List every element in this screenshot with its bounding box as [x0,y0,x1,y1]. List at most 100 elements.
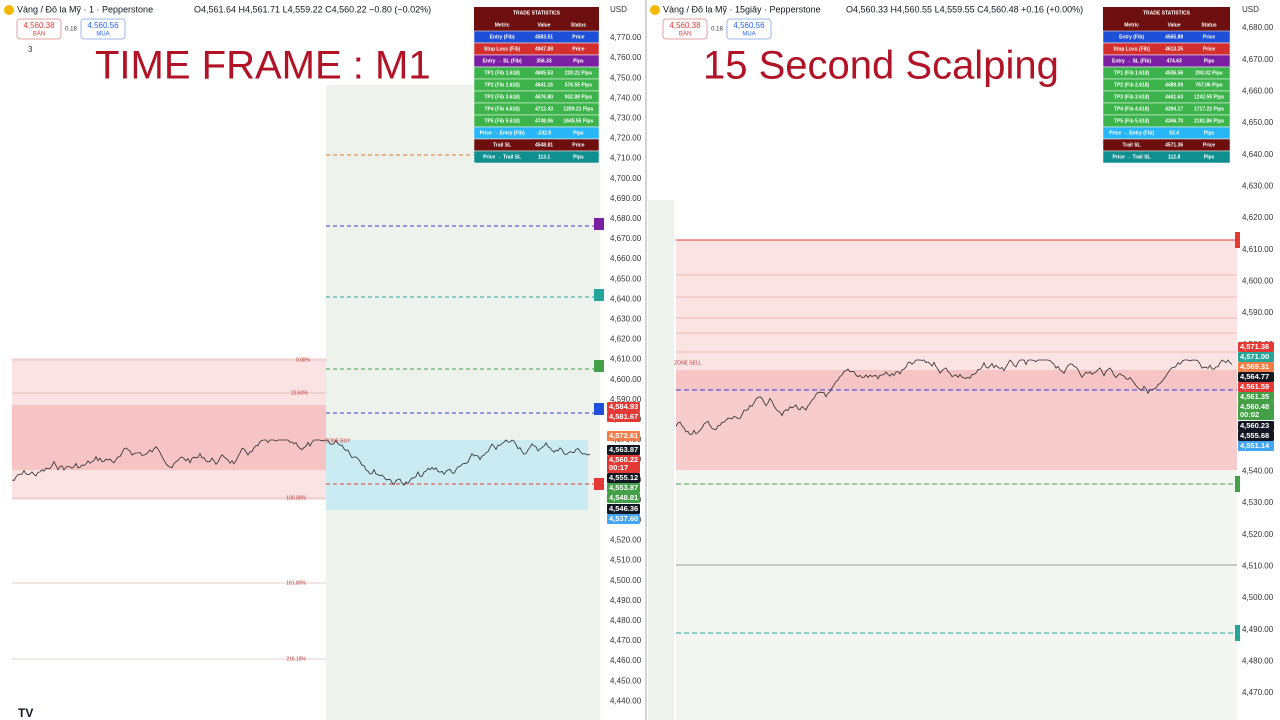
symbol-icon [4,5,14,15]
buy-zone [326,440,588,510]
price-axis-label: 4,510.00 [1242,561,1274,570]
ask-box[interactable] [80,18,126,40]
price-tag-bg [1238,362,1274,372]
price-tag-bg [607,412,640,422]
stats-cell: Trail SL [1123,142,1141,148]
stats-cell: TP2 (Fib 2.618) [484,82,520,88]
sell-zone-core [12,405,326,470]
tv-logo: TV [18,706,33,720]
countdown: 00:17 [609,463,628,472]
price-axis-label: 4,640.00 [1242,150,1274,159]
stats-cell: 4613.35 [1165,46,1183,52]
price-tag: 4,571.36 [1240,342,1269,351]
stats-cell: Price [1203,34,1215,40]
price-axis-label: 4,650.00 [610,274,642,283]
price-tag: 4,584.93 [609,402,638,411]
stats-cell: 113.1 [538,154,550,160]
stats-cell: Price → Trail SL [1113,154,1151,160]
price-axis-label: 4,520.00 [610,536,642,545]
stats-cell: 474.63 [1166,58,1182,64]
price-axis-label: 4,480.00 [610,616,642,625]
price-axis-label: 4,750.00 [610,73,642,82]
chart-label: 161.80% [286,580,306,586]
stats-cell: 112.8 [1168,154,1180,160]
price-axis-label: 4,440.00 [610,696,642,705]
price-tag-bg [607,493,640,503]
price-axis-label: 4,740.00 [610,93,642,102]
price-tag-bg [607,473,640,483]
ohlc: O4,560.33 H4,560.55 L4,559.55 C4,560.48 … [846,4,1083,14]
price-tag: 4,560.22 [609,455,638,464]
stats-cell: Pips [573,154,584,160]
spread: 0.18 [65,27,77,33]
price-axis-label: 4,500.00 [610,576,642,585]
stats-title: TRADE STATISTICS [1143,10,1191,16]
stats-cell: Price → Entry (Fib) [1109,130,1154,136]
price-axis-label: 4,590.00 [610,395,642,404]
price-axis-label: 4,490.00 [610,596,642,605]
chart-label: 216.18% [286,656,306,662]
stats-cell: 4536.56 [1165,70,1183,76]
price-tag-bg [1238,352,1274,362]
stats-cell: -242.9 [537,130,551,136]
price-axis-label: 4,660.00 [610,254,642,263]
stats-cell: 4676.80 [535,94,553,100]
price-tag: 4,551.14 [1240,441,1270,450]
bid-box[interactable] [16,18,62,40]
overlay-title: 15 Second Scalping [703,44,1059,88]
symbol-name: Vàng / Đô la Mỹ · 15giây · Pepperstone [663,4,821,14]
ask-box[interactable] [726,18,772,40]
price-axis-label: 4,680.00 [610,214,642,223]
price-tag: 4,572.61 [609,431,638,440]
stats-cell: TP1 (Fib 1.618) [1114,70,1150,76]
price-axis-label: 4,620.00 [610,335,642,344]
stats-title-bg [474,7,599,19]
price-axis-label: 4,510.00 [610,556,642,565]
level-flag [1235,625,1240,641]
stats-cell: 52.4 [1169,130,1179,136]
price-axis-label: 4,620.00 [1242,213,1274,222]
price-tag-bg [607,445,640,455]
stats-cell: 4565.89 [1165,34,1183,40]
ask-price: 4,560.56 [87,21,119,30]
stats-cell: TP4 (Fib 4.618) [1114,106,1150,112]
stats-cell: TP2 (Fib 2.618) [1114,82,1150,88]
price-tag-bg [1238,421,1274,431]
price-tag-bg [607,431,640,441]
price-tag-bg [1238,441,1274,451]
stats-cell: TP4 (Fib 4.618) [484,106,520,112]
stats-cell: TP3 (Fib 3.618) [484,94,520,100]
price-axis-label: 4,470.00 [610,636,642,645]
price-tag-bg [1238,392,1274,402]
stats-cell: 4571.36 [1165,142,1183,148]
stats-cell: 1717.22 Pips [1194,106,1224,112]
stats-cell: Entry → SL (Fib) [483,58,522,64]
countdown: 00:02 [1240,410,1259,419]
currency: USD [1242,5,1259,14]
stats-cell: Pips [1204,58,1215,64]
level-flag [1235,476,1240,492]
stats-cell: 4583.51 [535,34,553,40]
stats-cell: Entry → SL (Fib) [1112,58,1151,64]
stats-header: Value [1168,22,1181,28]
panel-divider [645,0,647,720]
sell-zone [676,240,1237,390]
stats-cell: 220.21 Pips [565,70,592,76]
stats-cell: Price [572,34,584,40]
zone-bg [326,85,600,720]
stats-cell: Pips [1204,154,1215,160]
level-flag [594,289,604,301]
bid-box[interactable] [662,18,708,40]
level-flag [594,478,604,490]
stats-cell: Pips [573,130,584,136]
price-tag: 4,561.59 [1240,382,1269,391]
price-axis-label: 4,490.00 [1242,625,1274,634]
bid-label: BÁN [679,31,691,38]
chart-label: ZONE BUY [325,438,351,444]
price-tag-bg [607,504,640,514]
price-tag-bg [1238,372,1274,382]
bid-price: 4,560.38 [669,21,701,30]
stats-row-bg [473,150,600,164]
stats-cell: Entry (Fib) [490,34,515,40]
